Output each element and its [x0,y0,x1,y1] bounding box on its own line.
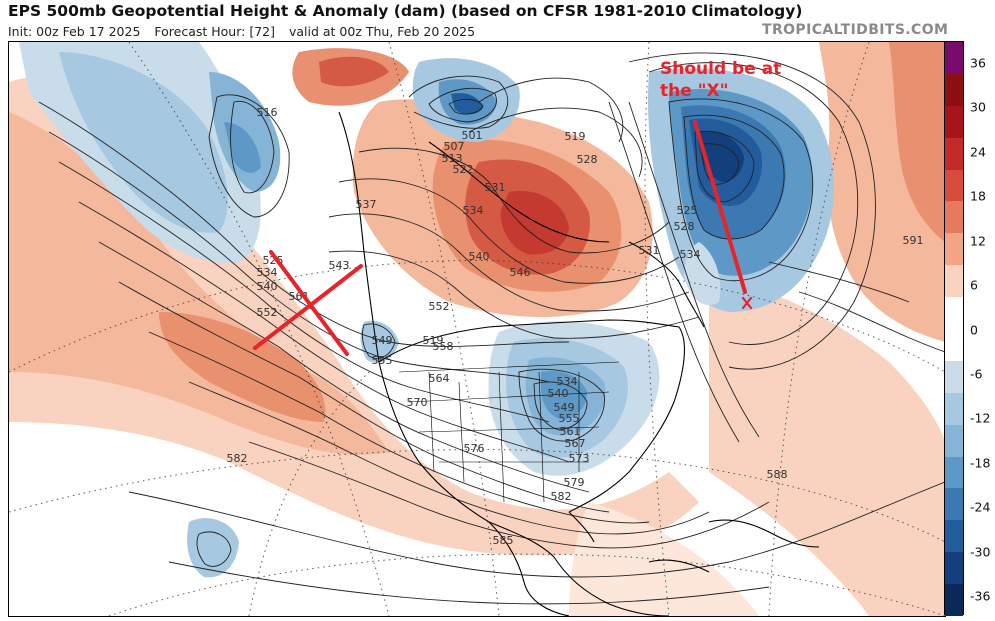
colorbar-segment [945,201,963,234]
anomaly-map: 5165015075135225195285315345375405435465… [9,42,945,616]
contour-label: 585 [493,534,514,547]
contour-label: 576 [464,442,485,455]
contour-label: 558 [433,340,454,353]
anomaly-colorbar [944,41,964,617]
contour-label: 564 [429,372,450,385]
contour-label: 567 [565,437,586,450]
colorbar-segment [945,169,963,202]
colorbar-tick-label: 30 [970,99,986,115]
contour-label: 570 [407,396,428,409]
colorbar-tick-label: 6 [970,277,978,293]
colorbar-tick-label: 18 [970,188,986,204]
contour-label: 540 [257,280,278,293]
colorbar-tick-label: 0 [970,322,978,337]
contour-label: 552 [429,300,450,313]
contour-label: 579 [564,476,585,489]
colorbar-segment [945,42,963,75]
valid-time: valid at 00z Thu, Feb 20 2025 [288,24,476,39]
colorbar-segment [945,584,963,617]
contour-label: 516 [257,106,278,119]
contour-label: 525 [677,204,698,217]
colorbar-tick-label: -18 [970,455,991,471]
map-title: EPS 500mb Geopotential Height & Anomaly … [8,2,803,20]
contour-label: 588 [767,468,788,481]
contour-label: 540 [548,387,569,400]
annotation-line-1: Should be at [660,59,782,79]
contour-label: 549 [372,334,393,347]
colorbar-segment [945,265,963,298]
colorbar-segment [945,105,963,139]
colorbar-tick-label: -24 [970,499,991,515]
colorbar-segment [945,552,963,585]
colorbar-segment [945,233,963,266]
contour-label: 549 [554,401,575,414]
contour-label: 540 [469,250,490,263]
height-contours [38,52,945,605]
contour-label: 582 [551,490,572,503]
contour-label: 507 [444,140,465,153]
contour-label: 582 [227,452,248,465]
contour-label: 519 [565,130,586,143]
contour-label: 528 [577,153,598,166]
contour-label: 561 [560,425,581,438]
contour-label: 513 [442,152,463,165]
contour-label: 546 [510,266,531,279]
contour-label: 519 [423,334,444,347]
annotation-marks [253,120,747,356]
contour-label: 522 [453,163,474,176]
colorbar-tick-label: -12 [970,410,991,426]
colorbar-segment [945,329,963,362]
colorbar-tick-label: -30 [970,544,991,560]
annotation-text: Should be at the "X" [660,58,800,102]
coastlines [338,111,820,616]
colorbar-tick-label: -36 [970,588,991,604]
colorbar-tick-label: 36 [970,55,986,71]
map-panel: 516 501 507 513 522 519 528 531 534 537 540 543 546 5… [8,41,946,617]
map-subtitle: Init: 00z Feb 17 2025 Forecast Hour: [72… [8,24,485,39]
annotation-cross-line-2 [253,264,363,350]
contour-label: 534 [557,375,578,388]
contour-label: 534 [680,248,701,261]
colorbar-segment [945,360,963,394]
graticule [9,42,945,616]
contour-label: 534 [257,266,278,279]
contour-label: 573 [569,452,590,465]
init-time: Init: 00z Feb 17 2025 [8,24,141,39]
contour-label: 528 [674,220,695,233]
colorbar-segment [945,392,963,426]
contour-label: 537 [356,198,377,211]
contour-label: 555 [372,354,393,367]
colorbar-segment [945,456,963,489]
contour-label: 534 [463,204,484,217]
annotation-line-2: the "X" [660,81,729,101]
site-watermark: TROPICALTIDBITS.COM [762,22,949,38]
contour-label: 531 [639,244,660,257]
contour-label: 543 [329,259,350,272]
contour-label: 555 [559,412,580,425]
colorbar-segment [945,297,963,330]
colorbar-tick-label: 12 [970,233,986,249]
colorbar-tick-label: 24 [970,144,986,160]
forecast-hour: Forecast Hour: [72] [154,24,275,39]
colorbar-segment [945,73,963,107]
colorbar-segment [945,137,963,171]
colorbar-tick-label: -6 [970,366,983,382]
colorbar-segment [945,488,963,521]
state-borders [398,361,620,503]
colorbar-segment [945,424,963,458]
contour-label: 552 [257,306,278,319]
target-x-mark [741,296,753,310]
annotation-cross-line-1 [269,250,349,356]
negative-anomalies [19,42,834,578]
contour-label: 591 [903,234,924,247]
contour-labels: 5165015075135225195285315345375405435465… [227,106,924,547]
annotation-pointer-line [693,120,747,294]
contour-label: 501 [462,129,483,142]
colorbar-segment [945,520,963,553]
contour-label: 531 [485,181,506,194]
